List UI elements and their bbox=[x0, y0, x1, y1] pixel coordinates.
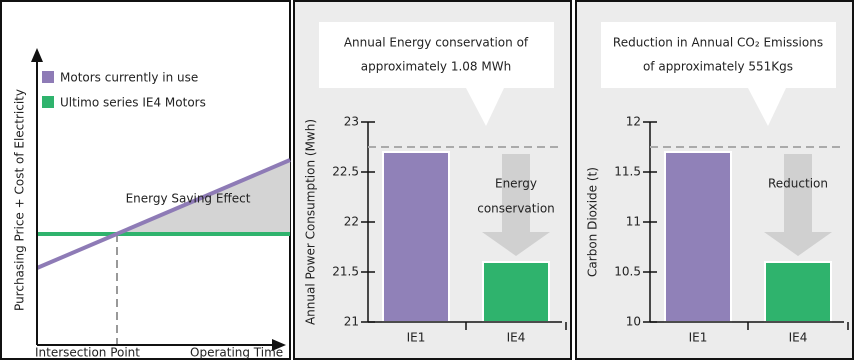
callout-text: approximately 1.08 MWh bbox=[361, 60, 511, 74]
x-tick-label: IE1 bbox=[407, 331, 426, 345]
y-tick-label: 21 bbox=[344, 315, 359, 329]
annotation: Energy bbox=[495, 177, 537, 191]
bar bbox=[764, 261, 832, 323]
legend-label: Motors currently in use bbox=[60, 71, 198, 85]
bar bbox=[664, 151, 732, 323]
x-tick-label: IE4 bbox=[507, 331, 526, 345]
x-tick-label: IE4 bbox=[789, 331, 808, 345]
y-tick-label: 22.5 bbox=[332, 165, 359, 179]
callout bbox=[319, 22, 554, 126]
arrow-shaft bbox=[502, 154, 530, 232]
annotation: Energy Saving Effect bbox=[126, 192, 251, 206]
bar bbox=[482, 261, 550, 323]
callout-text: Reduction in Annual CO₂ Emissions bbox=[613, 36, 823, 50]
x-axis-label: Operating Time bbox=[190, 346, 283, 360]
y-tick-label: 11.5 bbox=[614, 165, 641, 179]
y-tick-label: 11 bbox=[626, 215, 641, 229]
y-axis-label: Purchasing Price + Cost of Electricity bbox=[13, 89, 27, 311]
legend-swatch bbox=[42, 71, 54, 83]
y-tick-label: 10 bbox=[626, 315, 641, 329]
legend-label: Ultimo series IE4 Motors bbox=[60, 96, 206, 110]
annotation: Intersection Point bbox=[35, 346, 140, 360]
y-tick-label: 12 bbox=[626, 115, 641, 129]
bar bbox=[382, 151, 450, 323]
arrow-shaft bbox=[784, 154, 812, 232]
annotation: Reduction bbox=[768, 177, 828, 191]
y-tick-label: 21.5 bbox=[332, 265, 359, 279]
callout-text: Annual Energy conservation of bbox=[344, 36, 529, 50]
annotation: conservation bbox=[477, 202, 555, 216]
callout bbox=[601, 22, 836, 126]
legend-swatch bbox=[42, 96, 54, 108]
y-axis-arrow bbox=[31, 48, 43, 62]
arrow-head bbox=[482, 232, 550, 256]
y-tick-label: 10.5 bbox=[614, 265, 641, 279]
callout-text: of approximately 551Kgs bbox=[643, 60, 793, 74]
line-current bbox=[36, 158, 291, 270]
y-axis-label: Carbon Dioxide (t) bbox=[586, 167, 600, 277]
y-tick-label: 23 bbox=[344, 115, 359, 129]
y-tick-label: 22 bbox=[344, 215, 359, 229]
x-axis-arrow bbox=[272, 339, 286, 351]
y-axis-label: Annual Power Consumption (Mwh) bbox=[304, 119, 318, 325]
x-tick-label: IE1 bbox=[689, 331, 708, 345]
arrow-head bbox=[764, 232, 832, 256]
